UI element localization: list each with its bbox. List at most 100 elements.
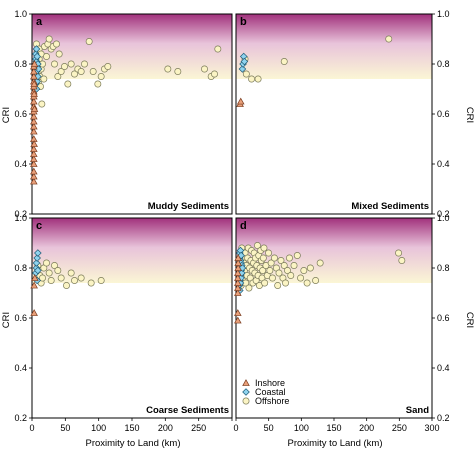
data-point-coastal [32, 259, 41, 267]
data-point-coastal [238, 264, 247, 272]
data-point-offshore [71, 277, 78, 284]
data-point-inshore [30, 122, 38, 130]
y-tick-label: 0.4 [14, 363, 27, 373]
x-tick-label: 250 [392, 423, 407, 433]
data-point-offshore [211, 70, 218, 78]
data-point-inshore [30, 145, 38, 152]
y-tick-label: 0.2 [437, 209, 450, 219]
data-point-inshore [30, 90, 38, 97]
y-tick-label: 0.2 [14, 413, 27, 423]
series-coastal [238, 52, 249, 73]
series-inshore [236, 97, 245, 107]
data-point-inshore [30, 177, 38, 185]
data-point-offshore [277, 257, 285, 264]
data-point-offshore [97, 73, 105, 80]
y-axis-title-left-bottom: CRI [1, 312, 12, 328]
data-point-offshore [71, 70, 78, 78]
data-point-offshore [300, 267, 308, 274]
data-point-offshore [282, 279, 289, 287]
x-tick-label: 150 [326, 423, 341, 433]
data-point-offshore [312, 277, 320, 284]
cri-gradient-band [236, 14, 432, 79]
series-coastal [32, 249, 42, 285]
panel-d: 0.2 0.4 0.6 0.8 1.0 0 50 100 150 200 250 300 d Sand [233, 213, 449, 433]
data-point-inshore [234, 254, 242, 261]
data-point-inshore [30, 167, 38, 175]
data-point-inshore [30, 117, 38, 125]
data-point-inshore [234, 316, 242, 324]
data-point-offshore [259, 254, 267, 262]
data-point-offshore [57, 68, 65, 75]
data-point-offshore [94, 80, 102, 88]
data-point-offshore [38, 100, 46, 108]
data-point-offshore [254, 75, 262, 83]
x-tick-label: 100 [91, 423, 106, 433]
data-point-offshore [43, 259, 50, 267]
data-point-coastal [240, 57, 249, 66]
data-point-offshore [261, 279, 269, 287]
data-point-offshore [316, 259, 324, 267]
data-point-inshore [234, 309, 242, 316]
data-point-inshore [30, 127, 38, 135]
y-tick-label: 1.0 [437, 213, 450, 223]
data-point-inshore [30, 80, 38, 87]
data-point-inshore [234, 279, 242, 286]
series-offshore [237, 242, 406, 292]
data-point-coastal [33, 254, 41, 262]
panel-letter: c [36, 220, 42, 232]
data-point-inshore [234, 264, 242, 271]
data-point-inshore [236, 97, 245, 105]
series-inshore [30, 60, 39, 185]
data-point-inshore [234, 259, 242, 266]
data-point-inshore [30, 67, 38, 75]
x-tick-label: 250 [191, 423, 206, 433]
data-point-offshore [248, 75, 256, 83]
y-tick-label: 0.4 [437, 363, 450, 373]
y-tick-label: 1.0 [14, 213, 27, 223]
y-axis-title-left-top: CRI [1, 107, 12, 123]
x-tick-label: 50 [264, 423, 274, 433]
data-point-offshore [54, 73, 62, 80]
data-point-inshore [30, 172, 38, 180]
data-point-offshore [280, 262, 288, 269]
data-point-offshore [280, 58, 288, 65]
data-point-offshore [39, 274, 46, 282]
data-point-offshore [275, 269, 283, 277]
legend-marker-offshore [242, 397, 250, 405]
data-point-inshore [30, 150, 38, 157]
data-point-offshore [303, 279, 311, 287]
y-tick-label: 1.0 [437, 9, 450, 19]
data-point-offshore [97, 277, 105, 284]
legend-marker-inshore [242, 379, 250, 386]
data-point-offshore [77, 68, 85, 75]
data-point-offshore [293, 252, 301, 259]
data-point-offshore [306, 264, 314, 272]
data-point-offshore [286, 254, 293, 262]
panels: 0.2 0.4 0.6 0.8 1.0 a Muddy Sediments 0.2 0.4 0.6… [14, 9, 449, 433]
data-point-offshore [266, 267, 274, 274]
panel-title: Sand [406, 405, 429, 416]
data-point-offshore [287, 272, 295, 279]
data-point-inshore [30, 309, 38, 316]
panel-letter: a [36, 16, 43, 28]
data-point-offshore [63, 282, 70, 289]
x-tick-label: 300 [424, 423, 439, 433]
data-point-inshore [30, 281, 38, 289]
data-point-offshore [395, 249, 403, 257]
data-point-offshore [61, 63, 68, 70]
data-point-offshore [267, 259, 275, 267]
y-tick-label: 0.4 [437, 159, 450, 169]
data-point-inshore [30, 140, 38, 147]
data-point-coastal [238, 65, 247, 73]
data-point-offshore [40, 75, 48, 83]
data-point-offshore [45, 269, 53, 277]
y-tick-label: 0.8 [14, 59, 27, 69]
data-point-offshore [51, 262, 58, 269]
data-point-offshore [85, 38, 93, 45]
data-point-inshore [30, 72, 38, 80]
data-point-inshore [30, 155, 38, 162]
data-point-offshore [43, 53, 50, 60]
data-point-offshore [104, 63, 112, 70]
data-point-coastal [32, 45, 41, 53]
panel-title: Muddy Sediments [148, 201, 229, 212]
